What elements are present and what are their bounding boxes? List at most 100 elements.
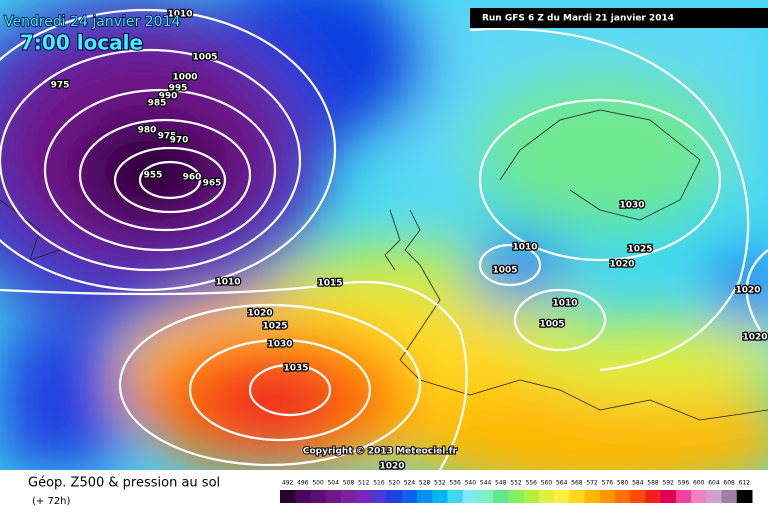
scale-swatch: [340, 490, 357, 503]
isobar-label: 1025: [627, 245, 652, 255]
scale-swatch: [721, 490, 738, 503]
scale-label: 548: [495, 480, 507, 487]
isobar-label: 1010: [215, 278, 240, 288]
scale-swatch: [401, 490, 418, 503]
scale-label: 604: [708, 480, 720, 487]
scale-label: 512: [358, 480, 370, 487]
scale-label: 504: [328, 480, 340, 487]
scale-swatch: [371, 490, 388, 503]
scale-swatch: [523, 490, 540, 503]
scale-swatch: [356, 490, 372, 503]
scale-label: 528: [419, 480, 431, 487]
scale-swatch: [645, 490, 662, 503]
isobars: [0, 8, 768, 471]
scale-label: 596: [678, 480, 690, 487]
scale-label: 588: [647, 480, 659, 487]
scale-swatch: [569, 490, 586, 503]
copyright: Copyright © 2013 Meteociel.fr: [303, 447, 458, 457]
isobar-label: 1020: [735, 286, 760, 296]
scale-label: 612: [739, 480, 751, 487]
isobar-label: 1000: [172, 73, 197, 83]
scale-swatch: [538, 490, 555, 503]
isobar-label: 1005: [192, 53, 217, 63]
isobar-label: 985: [148, 99, 167, 109]
isobar-label: 995: [169, 84, 188, 94]
scale-label: 496: [297, 480, 309, 487]
isobar-label: 1015: [317, 279, 342, 289]
scale-swatch: [508, 490, 525, 503]
scale-label: 552: [510, 480, 522, 487]
isobar-label: 965: [203, 179, 222, 189]
scale-swatch: [691, 490, 707, 503]
scale-label: 520: [388, 480, 400, 487]
scale-label: 592: [663, 480, 675, 487]
isobar-label: 975: [51, 81, 70, 91]
run-box: [470, 8, 768, 28]
field-background: [0, 0, 768, 500]
scale-label: 544: [480, 480, 492, 487]
scale-label: 524: [404, 480, 416, 487]
isobar-label: 1020: [247, 309, 272, 319]
scale-swatch: [736, 490, 753, 503]
scale-label: 560: [541, 480, 553, 487]
scale-label: 568: [571, 480, 583, 487]
legend-title: Géop. Z500 & pression au sol: [28, 476, 220, 491]
isobar-label: 1010: [167, 10, 192, 20]
scale-swatch: [447, 490, 464, 503]
scale-swatch: [493, 490, 509, 503]
isobar-label: 1010: [512, 243, 537, 253]
scale-label: 508: [343, 480, 355, 487]
scale-swatch: [614, 490, 631, 503]
isobar-label: 975: [158, 132, 177, 142]
scale-swatch: [706, 490, 723, 503]
scale-swatch: [432, 490, 448, 503]
isobar-label: 955: [144, 171, 163, 181]
legend-subtitle: (+ 72h): [32, 496, 71, 507]
scale-label: 584: [632, 480, 644, 487]
scale-swatch: [477, 490, 494, 503]
isobar-label: 1020: [379, 462, 404, 472]
isobar-label: 1010: [552, 299, 577, 309]
scale-swatch: [386, 490, 403, 503]
isobar-label: 1030: [267, 340, 292, 350]
scale-swatch: [280, 490, 296, 503]
isobar-label: 980: [138, 126, 157, 136]
scale-label: 500: [312, 480, 324, 487]
scale-swatch: [660, 490, 677, 503]
isobar-label: 990: [159, 92, 178, 102]
scale-swatch: [310, 490, 327, 503]
scale-swatch: [630, 490, 646, 503]
scale-label: 540: [465, 480, 477, 487]
isobar-label: 1035: [283, 364, 308, 374]
scale-label: 572: [586, 480, 598, 487]
scale-label: 564: [556, 480, 568, 487]
scale-label: 580: [617, 480, 629, 487]
scale-swatch: [325, 490, 342, 503]
scale-label: 492: [282, 480, 294, 487]
isobar-label: 1020: [742, 333, 767, 343]
scale-swatch: [584, 490, 601, 503]
forecast-date: Vendredi 24 janvier 2014: [4, 14, 180, 30]
scale-label: 576: [602, 480, 614, 487]
scale-swatch: [462, 490, 479, 503]
run-info: Run GFS 6 Z du Mardi 21 janvier 2014: [482, 14, 674, 24]
scale-label: 608: [723, 480, 735, 487]
scale-label: 532: [434, 480, 446, 487]
scale-swatch: [554, 490, 570, 503]
isobar-label: 1005: [539, 320, 564, 330]
scale-swatch: [417, 490, 433, 503]
isobar-label: 1025: [262, 322, 287, 332]
isobar-label: 970: [170, 136, 189, 146]
scale-label: 556: [525, 480, 537, 487]
isobar-label: 1030: [619, 201, 644, 211]
scale-swatch: [675, 490, 692, 503]
forecast-time: 7:00 locale: [20, 31, 143, 55]
isobar-label: 1005: [492, 266, 517, 276]
scale-label: 516: [373, 480, 385, 487]
isobar-label: 960: [183, 173, 202, 183]
scale-swatch: [599, 490, 616, 503]
color-scale: 492 496 500 504 508 512 516 520 524 528 532 536 540 5…: [280, 480, 753, 503]
scale-swatch: [295, 490, 311, 503]
